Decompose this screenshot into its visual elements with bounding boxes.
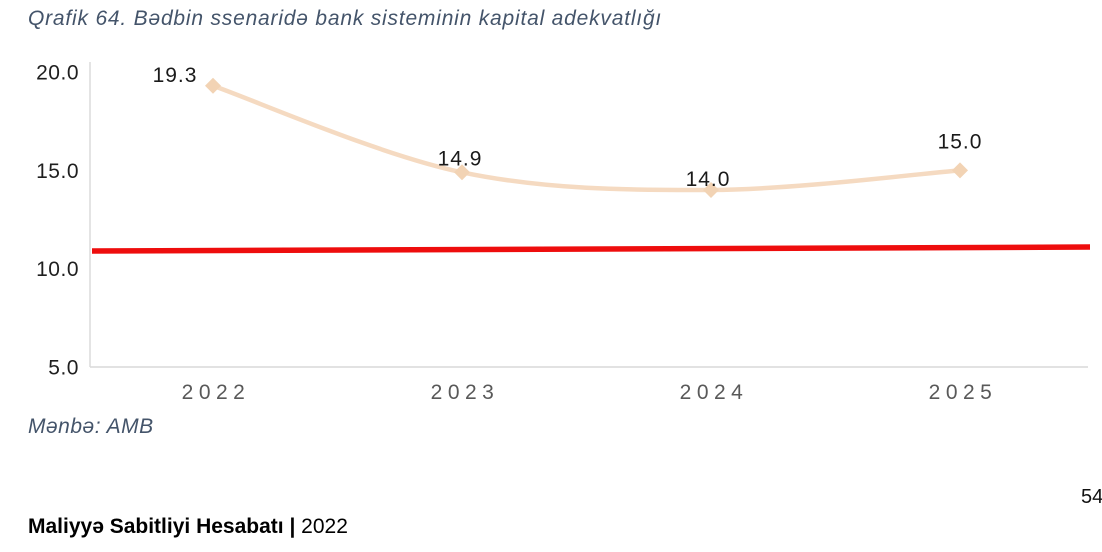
y-tick-label: 5.0 [48, 357, 79, 380]
series-marker-diamond [952, 162, 968, 179]
series-marker-diamond [454, 164, 470, 181]
source-note: Mənbə: AMB [28, 415, 154, 438]
chart-title: Qrafik 64. Bədbin ssenaridə bank sistemi… [28, 7, 663, 30]
data-label: 15.0 [938, 130, 983, 153]
x-tick-label: 2024 [680, 381, 749, 404]
series-marker-diamond [703, 182, 719, 198]
data-label: 14.0 [686, 168, 731, 191]
data-label: 14.9 [438, 147, 483, 170]
x-tick-label: 2022 [182, 381, 251, 404]
reference-line [91, 244, 1091, 254]
line-chart-canvas: 20.0 15.0 10.0 5.0 2022 2023 2024 2025 19.3 14.9 1… [36, 62, 1091, 404]
y-tick-label: 15.0 [36, 160, 79, 183]
x-tick-label: 2023 [431, 381, 500, 404]
report-footer: Maliyyə Sabitliyi Hesabatı | 2022 [28, 515, 348, 539]
series-line [210, 83, 963, 193]
y-tick-label: 10.0 [36, 258, 79, 281]
data-label: 19.3 [153, 64, 198, 87]
footer-year: 2022 [301, 515, 348, 538]
page-number: 54 [1081, 486, 1102, 508]
series-marker-diamond [205, 77, 221, 94]
footer-report-title: Maliyyə Sabitliyi Hesabatı | [28, 515, 296, 538]
y-tick-label: 20.0 [36, 62, 79, 85]
x-tick-label: 2025 [929, 381, 998, 404]
